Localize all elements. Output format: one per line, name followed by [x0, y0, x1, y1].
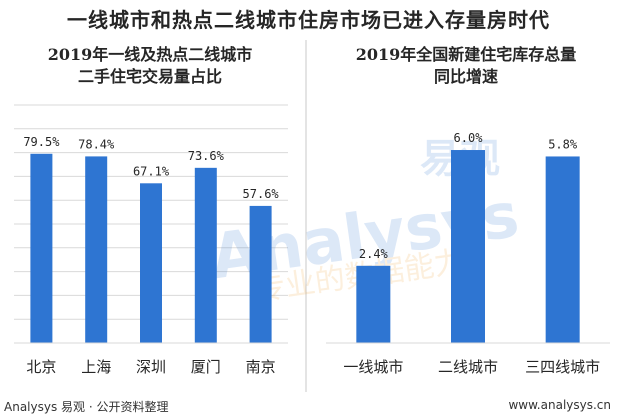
tick-label-0-1: 上海: [81, 358, 111, 376]
bar-0-2: [140, 183, 162, 343]
bar-0-1: [85, 156, 108, 343]
left-chart-title-line-1: 2019年一线及热点二线城市: [47, 45, 253, 64]
bar-0-0: [30, 153, 53, 343]
data-label-0-0: 79.5%: [23, 135, 60, 149]
page-title: 一线城市和热点二线城市住房市场已进入存量房时代: [67, 8, 550, 32]
right-chart-title: 2019年全国新建住宅库存总量 同比增速: [326, 44, 606, 88]
data-label-1-1: 6.0%: [454, 131, 484, 145]
data-label-1-0: 2.4%: [359, 247, 389, 261]
tick-label-0-0: 北京: [26, 358, 56, 376]
bar-0-4: [249, 205, 272, 343]
data-label-0-2: 67.1%: [133, 164, 170, 178]
tick-label-0-3: 厦门: [191, 358, 221, 376]
data-label-0-1: 78.4%: [78, 137, 115, 151]
bar-0-3: [194, 167, 217, 343]
right-chart-title-line-2: 同比增速: [433, 67, 498, 86]
tick-label-1-1: 二线城市: [438, 358, 498, 376]
source-note: Analysys 易观 · 公开资料整理: [4, 400, 169, 414]
left-chart-title-line-2: 二手住宅交易量占比: [77, 67, 222, 86]
tick-label-0-4: 南京: [246, 358, 276, 376]
left-chart-title: 2019年一线及热点二线城市 二手住宅交易量占比: [14, 44, 286, 88]
tick-label-1-0: 一线城市: [343, 358, 403, 376]
bar-1-1: [451, 150, 485, 343]
data-label-1-2: 5.8%: [548, 137, 578, 151]
bar-1-0: [356, 265, 391, 343]
left-chart-bars: 79.5% 北京 78.4% 上海 67.1% 深圳 73.6% 厦门 57.6% 南京: [23, 135, 279, 376]
bar-1-2: [545, 156, 580, 343]
tick-label-1-2: 三四线城市: [525, 358, 600, 376]
data-label-0-3: 73.6%: [188, 149, 225, 163]
right-chart-title-line-1: 2019年全国新建住宅库存总量: [355, 45, 577, 64]
data-label-0-4: 57.6%: [243, 187, 280, 201]
right-chart-bars: 2.4% 一线城市 6.0% 二线城市 5.8% 三四线城市: [343, 131, 600, 376]
source-url: www.analysys.cn: [508, 398, 611, 412]
tick-label-0-2: 深圳: [136, 358, 166, 376]
